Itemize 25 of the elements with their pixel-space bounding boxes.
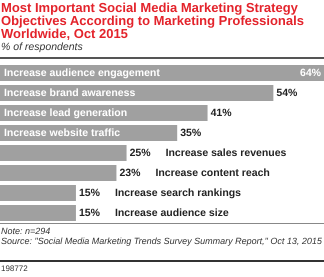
bar <box>0 205 76 221</box>
text: Note: n=294 <box>1 226 50 236</box>
y-tick-label: Increase brand awareness <box>4 87 136 99</box>
chart-subtitle: % of respondents <box>0 40 84 54</box>
text: 198772 <box>1 264 28 273</box>
y-tick-label: Increase lead generation <box>4 107 128 119</box>
bar <box>0 165 116 181</box>
y-tick-label: Increase content reach <box>155 167 270 179</box>
source-note: Source: "Social Media Marketing Trends Survey Summary Report," Oct 13, 2015 <box>1 236 322 246</box>
y-tick-label: Increase search rankings <box>114 187 242 199</box>
bar <box>0 145 127 161</box>
y-tick-label: Increase website traffic <box>4 127 120 139</box>
data-label: 35% <box>180 127 202 139</box>
data-label: 25% <box>130 147 152 159</box>
chart-title: Most Important Social Media Marketing Strategy Objectives According to Marketing Professionals Worldwide, Oct 2015 <box>0 0 305 41</box>
data-label: 64% <box>300 67 322 79</box>
y-tick-label: Increase sales revenues <box>166 147 287 159</box>
bar <box>0 185 76 201</box>
data-label: 15% <box>78 207 101 219</box>
y-tick-label: Increase audience size <box>114 207 229 219</box>
data-label: 15% <box>78 187 101 199</box>
data-label: 54% <box>276 87 298 99</box>
data-label: 41% <box>210 107 232 119</box>
y-tick-label: Increase audience engagement <box>4 67 160 79</box>
data-label: 23% <box>119 167 142 179</box>
